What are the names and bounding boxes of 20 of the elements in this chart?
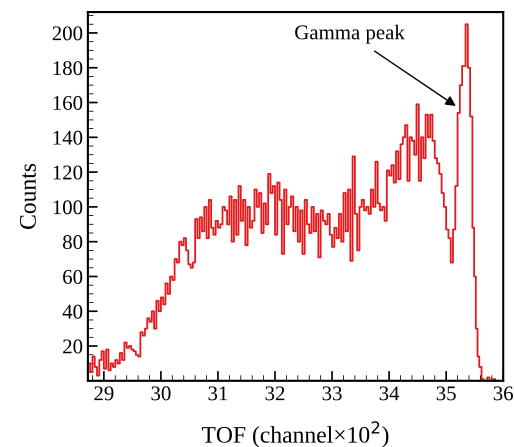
y-axis-title: Counts: [20, 164, 36, 229]
y-tick-label: 140: [54, 130, 82, 145]
y-tick-label: 40: [62, 304, 82, 319]
x-tick-label: 34: [380, 386, 400, 400]
y-tick-label: 100: [54, 200, 82, 214]
y-tick-label: 160: [54, 96, 82, 110]
x-tick-label: 35: [436, 386, 456, 400]
x-tick-label: 30: [151, 386, 171, 400]
y-tick-label: 120: [54, 165, 82, 180]
y-tick-label: 60: [63, 270, 82, 284]
y-tick-label: 200: [52, 26, 82, 40]
x-tick-label: 29: [94, 386, 114, 400]
y-tick-label: 180: [54, 61, 82, 76]
x-tick-label: 31: [208, 386, 228, 400]
y-tick-label: 80: [62, 235, 82, 250]
x-tick-label: 33: [322, 386, 342, 400]
x-tick-label: 36: [494, 386, 513, 400]
annotation: Gamma peak: [295, 24, 405, 44]
x-tick-label: 32: [266, 386, 284, 400]
y-tick-label: 20: [63, 339, 82, 354]
